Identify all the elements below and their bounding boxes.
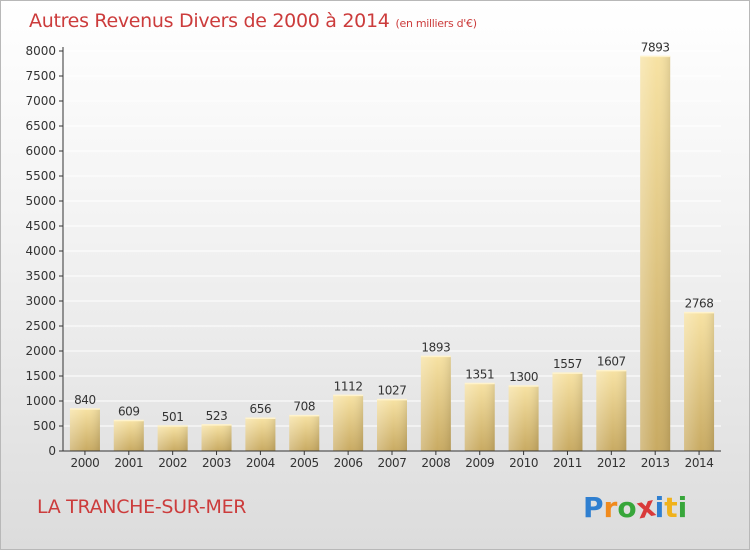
bar-shading [245,418,276,451]
x-tick-label: 2011 [553,456,582,470]
y-tick-label: 3500 [25,269,56,283]
x-tick-label: 2008 [421,456,450,470]
y-tick-label: 5000 [25,194,56,208]
x-tick-label: 2000 [70,456,99,470]
data-label: 501 [162,410,184,424]
y-tick-label: 6500 [25,119,56,133]
y-tick-label: 3000 [25,294,56,308]
y-tick-label: 0 [48,444,56,458]
logo-letter: r [603,491,618,524]
y-tick-label: 5500 [25,169,56,183]
y-tick-label: 2500 [25,319,56,333]
data-label: 1607 [597,355,626,369]
bar-shading [552,373,583,451]
data-label: 1300 [509,370,538,384]
bar-shading [377,399,407,451]
x-tick-label: 2006 [334,456,363,470]
chart-title: Autres Revenus Divers de 2000 à 2014 (en … [29,10,477,32]
y-tick-label: 7000 [25,94,56,108]
y-tick-label: 4000 [25,244,56,258]
logo-letter: t [664,491,678,524]
bar-shading [464,383,495,451]
logo-letter: i [677,491,688,524]
x-tick-label: 2001 [114,456,143,470]
x-tick-label: 2004 [246,456,275,470]
bar-shading [420,356,451,451]
data-label: 523 [206,409,228,423]
y-tick-label: 500 [33,419,56,433]
bar-shading [684,312,715,451]
x-tick-label: 2013 [641,456,670,470]
location-name: LA TRANCHE-SUR-MER [37,496,247,518]
y-tick-label: 1000 [25,394,56,408]
bar-shading [201,424,232,451]
x-tick-label: 2012 [597,456,626,470]
bar-shading [596,370,627,451]
x-tick-label: 2009 [465,456,494,470]
x-tick-label: 2010 [509,456,538,470]
y-tick-label: 6000 [25,144,56,158]
bar-shading [157,425,188,451]
y-tick-label: 8000 [25,44,56,58]
x-tick-label: 2007 [378,456,407,470]
y-tick-label: 1500 [25,369,56,383]
bar-shading [333,395,364,451]
x-tick-label: 2003 [202,456,231,470]
bar-shading [69,409,100,451]
x-tick-label: 2005 [290,456,319,470]
logo-letter: o [617,491,637,524]
data-label: 1027 [378,384,407,398]
x-tick-label: 2014 [685,456,714,470]
data-label: 1557 [553,357,582,371]
data-label: 2768 [685,297,714,311]
logo-letter: P [583,491,604,524]
data-label: 7893 [641,40,670,54]
bar-shading [508,386,539,451]
chart-title-text: Autres Revenus Divers de 2000 à 2014 [29,10,390,32]
data-label: 708 [293,400,315,414]
bar-shading [113,420,144,451]
data-label: 656 [250,402,272,416]
y-tick-label: 4500 [25,219,56,233]
data-label: 1893 [421,340,450,354]
data-label: 609 [118,405,140,419]
data-label: 1351 [465,367,494,381]
y-tick-label: 2000 [25,344,56,358]
x-tick-label: 2002 [158,456,187,470]
data-label: 840 [74,393,96,407]
bar-shading [289,415,320,451]
logo-letter: i [654,491,665,524]
y-tick-label: 7500 [25,69,56,83]
data-label: 1112 [334,379,363,393]
proxiti-logo: Proxiti [583,489,688,525]
bar-shading [640,56,671,451]
chart-subtitle: (en milliers d'€) [395,17,477,30]
